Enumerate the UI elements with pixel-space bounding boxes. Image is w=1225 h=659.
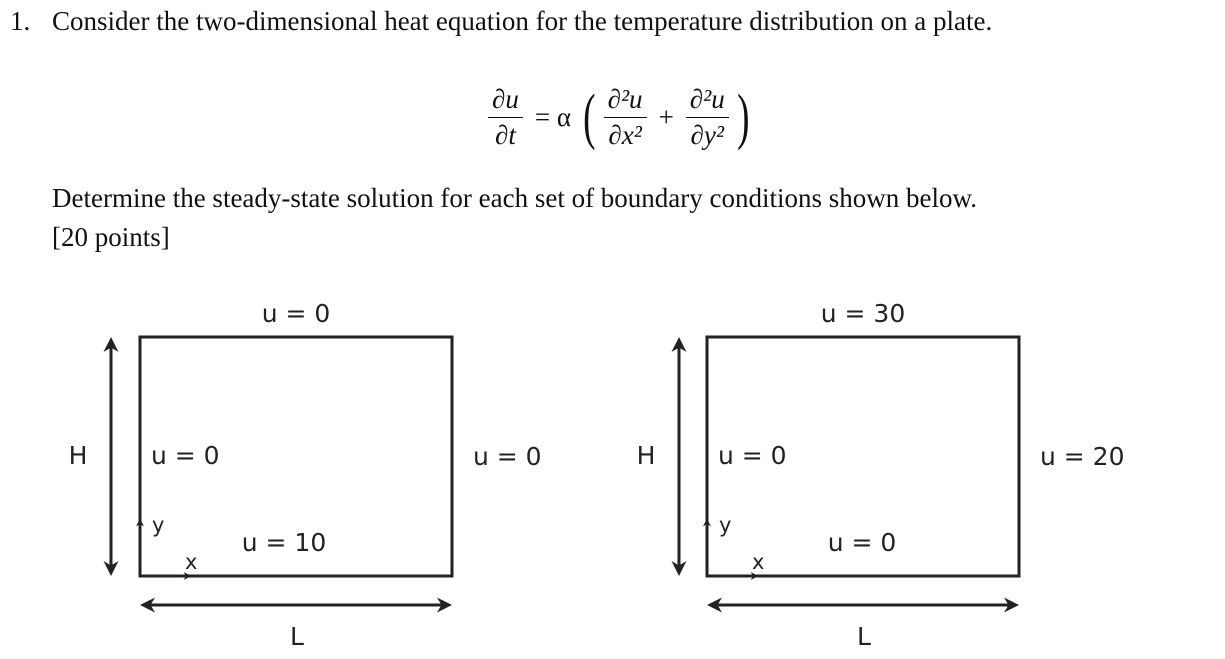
problem-intro: Consider the two-dimensional heat equati…: [52, 6, 993, 36]
plate-rect: [138, 335, 454, 578]
x-label: x: [752, 550, 764, 574]
term2-fraction: ∂²u ∂y²: [685, 84, 729, 151]
term2-denominator: ∂y²: [690, 119, 724, 150]
top-bc: u = 30: [821, 299, 906, 328]
height-label: H: [69, 441, 88, 470]
heat-equation: ∂u ∂t = α ( ∂²u ∂x² + ∂²u ∂y² ): [484, 72, 753, 162]
y-label: y: [152, 513, 164, 537]
term1-denominator: ∂x²: [608, 119, 642, 150]
lhs-fraction: ∂u ∂t: [488, 84, 523, 151]
left-bc: u = 0: [151, 441, 220, 470]
height-label: H: [637, 441, 656, 470]
term2-numerator: ∂²u: [685, 84, 729, 118]
term1-fraction: ∂²u ∂x²: [603, 84, 647, 151]
x-label: x: [185, 550, 197, 574]
length-label: L: [857, 622, 871, 651]
left-bc: u = 0: [718, 441, 787, 470]
diagram-1: u = 0 H u = 0 u = 0 u = 10 y x L: [69, 299, 542, 651]
right-bc: u = 20: [1040, 442, 1125, 471]
problem-number: 1.: [10, 6, 31, 36]
lhs-numerator: ∂u: [488, 84, 523, 118]
top-bc: u = 0: [262, 299, 331, 328]
y-label: y: [719, 513, 731, 537]
lhs-denominator: ∂t: [495, 119, 516, 150]
diagram-2: u = 30 H u = 0 u = 20 u = 0 y x L: [637, 299, 1125, 651]
term1-numerator: ∂²u: [603, 84, 647, 118]
instruction: Determine the steady-state solution for …: [52, 183, 978, 213]
bottom-bc: u = 0: [828, 528, 897, 557]
right-bc: u = 0: [473, 442, 542, 471]
plus-sign: +: [658, 101, 674, 132]
equals-alpha: = α: [534, 101, 571, 132]
length-label: L: [290, 622, 304, 651]
left-paren: (: [583, 83, 596, 151]
bottom-bc: u = 10: [242, 528, 327, 557]
points: [20 points]: [52, 222, 170, 252]
plate-rect: [705, 335, 1021, 578]
right-paren: ): [736, 83, 750, 151]
